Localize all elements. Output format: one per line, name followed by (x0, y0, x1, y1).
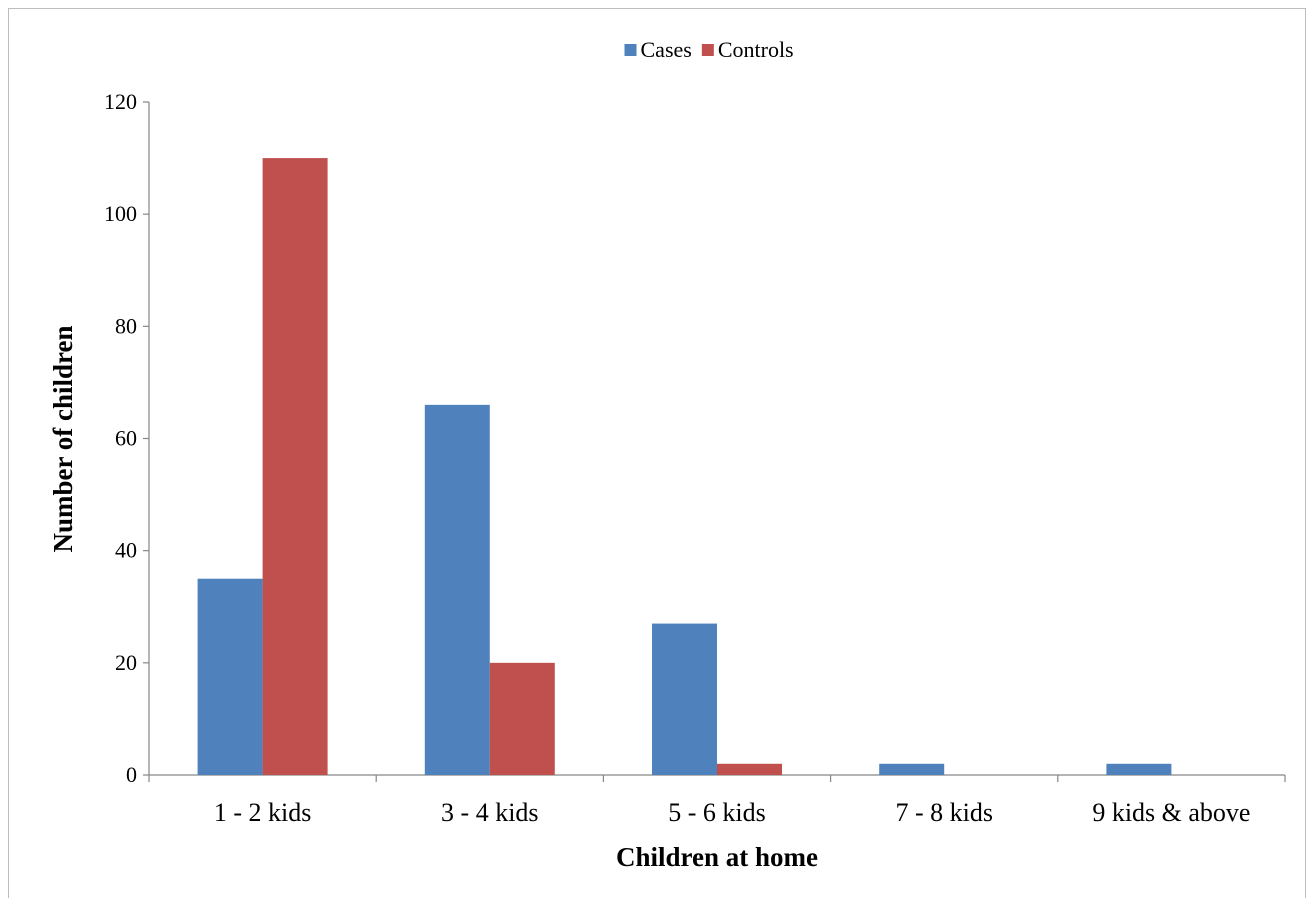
legend-label-controls: Controls (718, 37, 794, 62)
bar-cases-1 (197, 578, 263, 775)
x-tick-label: 5 - 6 kids (668, 798, 766, 827)
bar-cases-4 (879, 763, 945, 775)
y-tick-label: 80 (115, 313, 137, 338)
bar-controls-1 (262, 158, 328, 776)
chart-frame (8, 8, 1306, 898)
y-tick-label: 120 (104, 89, 137, 114)
bar-controls-2 (489, 662, 555, 775)
bar-controls-3 (717, 763, 782, 775)
x-tick-label: 1 - 2 kids (214, 798, 312, 827)
y-tick-label: 100 (104, 201, 137, 226)
legend-label-cases: Cases (641, 37, 692, 62)
bar-cases-5 (1106, 763, 1172, 775)
bar-cases-2 (424, 404, 490, 775)
y-tick-label: 40 (115, 538, 137, 563)
legend-swatch-cases (624, 44, 637, 56)
x-tick-label: 3 - 4 kids (441, 798, 539, 827)
x-axis: 1 - 2 kids 3 - 4 kids 5 - 6 kids 7 - 8 kids… (148, 774, 1286, 827)
bar-cases-3 (652, 623, 717, 775)
x-tick-label: 9 kids & above (1092, 798, 1250, 827)
y-tick-label: 60 (115, 426, 137, 451)
y-axis-title: Number of children (48, 325, 78, 552)
legend: Cases Controls (624, 37, 794, 62)
y-axis: 0 20 40 60 80 100 120 (104, 89, 150, 787)
bars (197, 158, 1172, 776)
legend-swatch-controls (701, 44, 714, 56)
y-tick-label: 0 (126, 762, 137, 787)
x-axis-title: Children at home (616, 842, 818, 872)
x-tick-label: 7 - 8 kids (895, 798, 993, 827)
y-tick-label: 20 (115, 650, 137, 675)
